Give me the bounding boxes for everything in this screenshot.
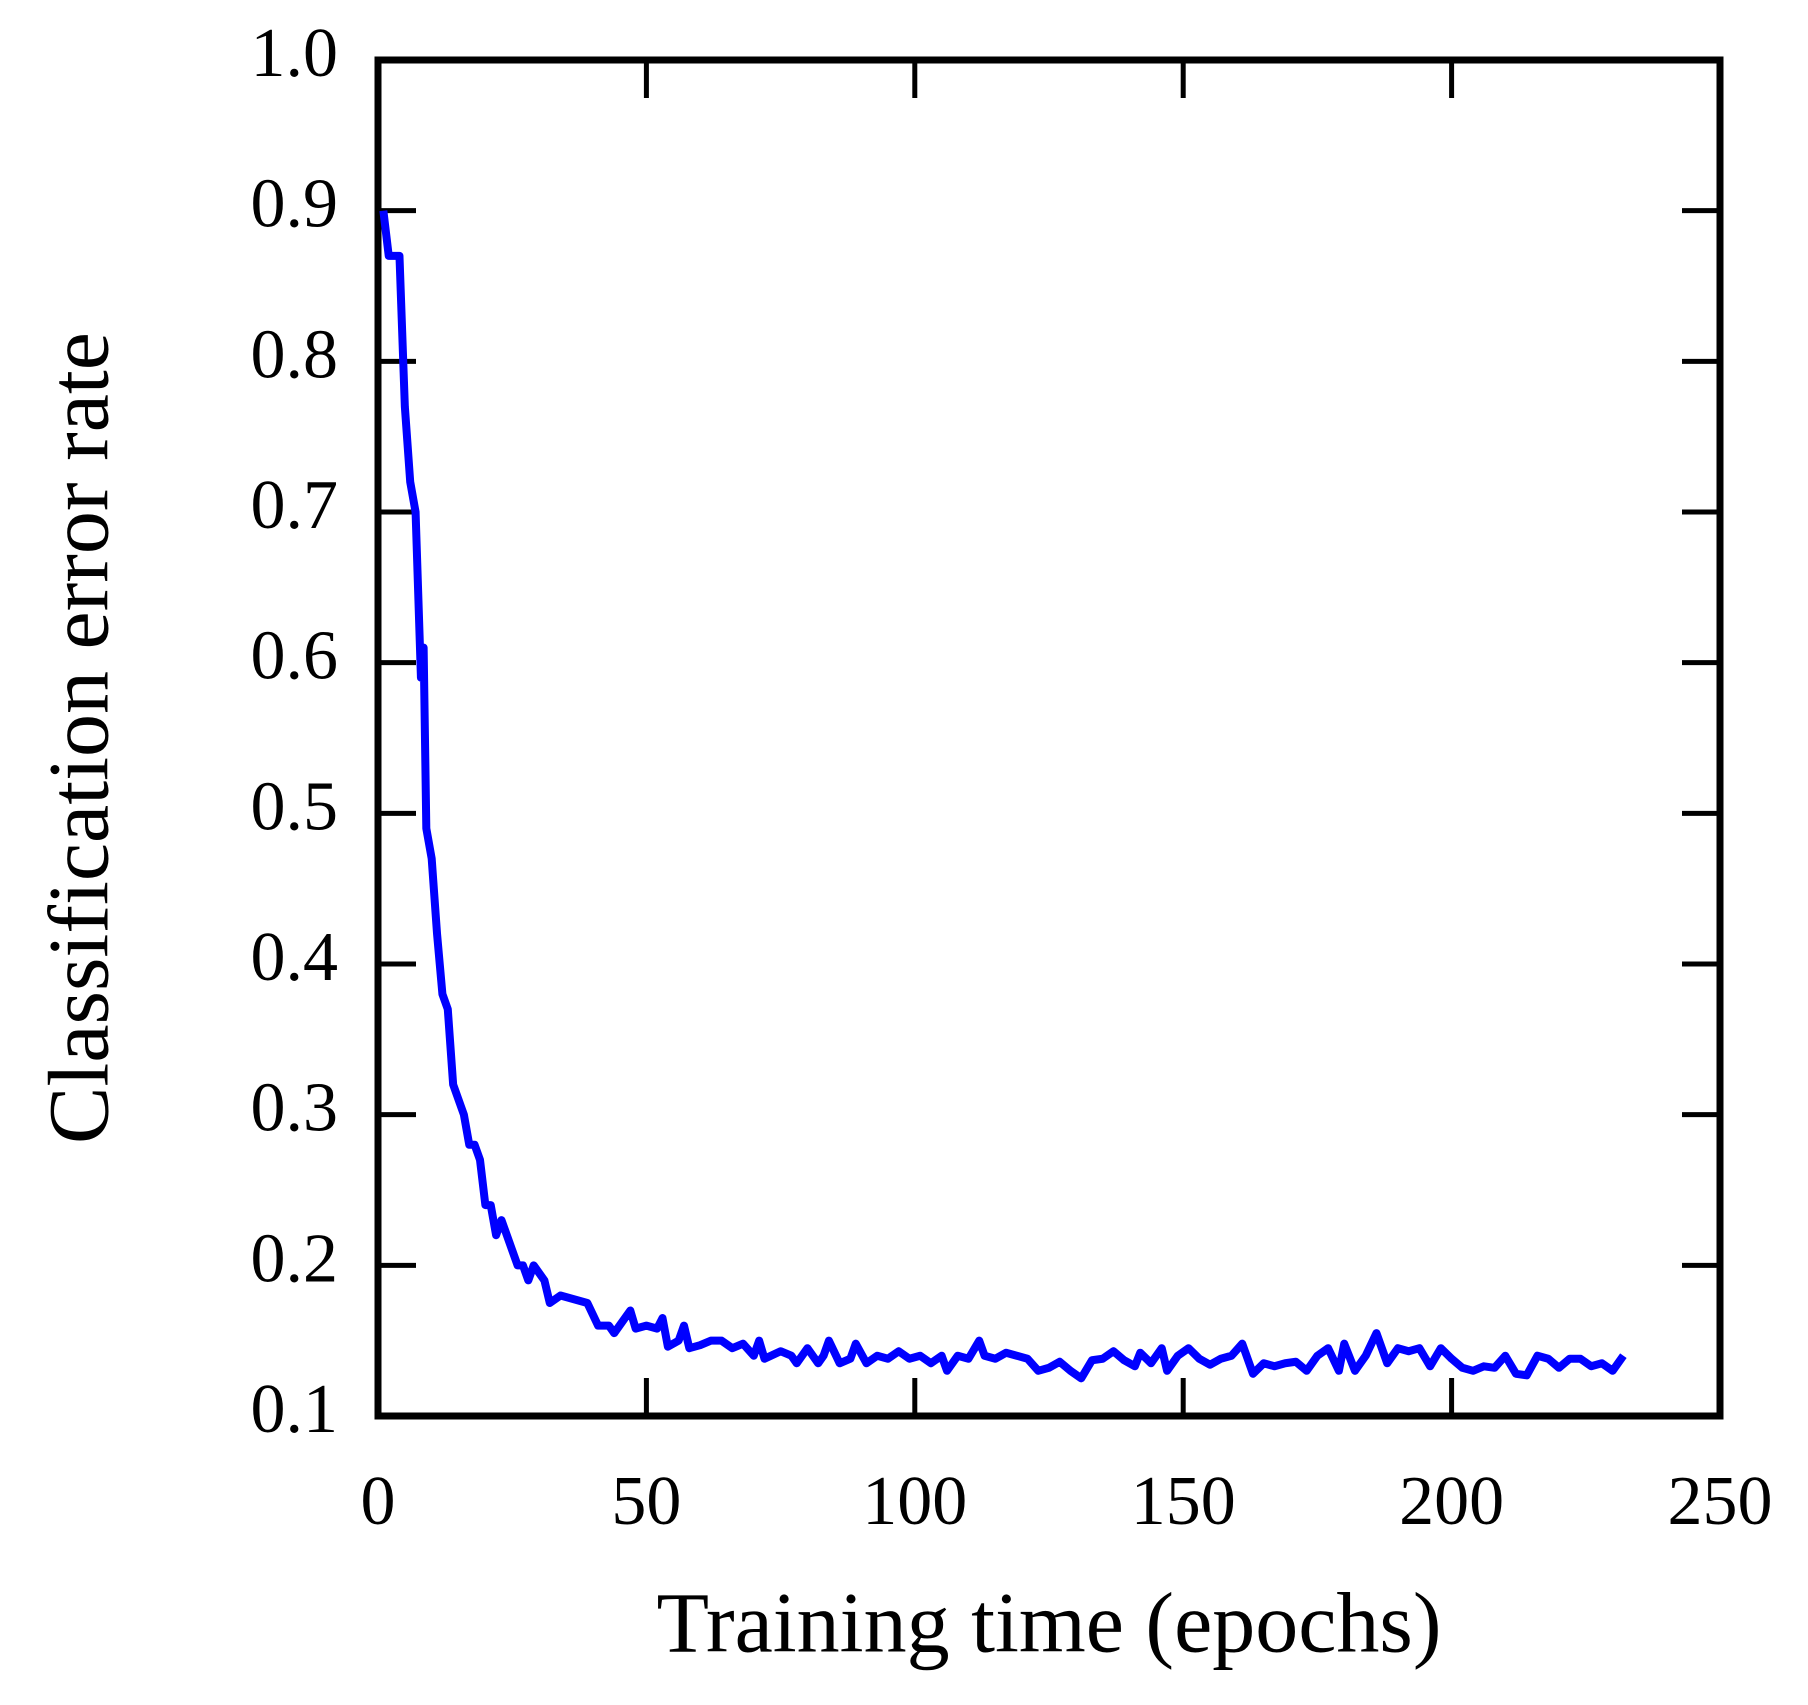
y-axis-label: Classification error rate bbox=[31, 332, 127, 1144]
y-tick-label: 0.9 bbox=[251, 166, 339, 243]
y-tick-label: 0.4 bbox=[251, 919, 339, 996]
x-tick-label: 50 bbox=[611, 1463, 681, 1540]
data-line bbox=[379, 210, 1627, 1383]
y-tick-label: 0.8 bbox=[251, 316, 339, 393]
x-tick-label: 100 bbox=[862, 1463, 967, 1540]
y-tick-label: 0.2 bbox=[251, 1220, 339, 1297]
y-tick-label: 0.1 bbox=[251, 1371, 339, 1448]
x-axis-label: Training time (epochs) bbox=[656, 1575, 1441, 1671]
plot-frame bbox=[374, 56, 1724, 1420]
x-tick-label: 200 bbox=[1399, 1463, 1504, 1540]
y-tick-label: 0.3 bbox=[251, 1070, 339, 1147]
y-tick-label: 0.6 bbox=[251, 618, 339, 695]
y-tick-label: 0.7 bbox=[251, 467, 339, 544]
x-tick-label: 250 bbox=[1668, 1463, 1773, 1540]
y-tick-label: 1.0 bbox=[251, 15, 339, 92]
x-tick-label: 0 bbox=[361, 1463, 396, 1540]
y-tick-label: 0.5 bbox=[251, 768, 339, 845]
x-tick-label: 150 bbox=[1131, 1463, 1236, 1540]
